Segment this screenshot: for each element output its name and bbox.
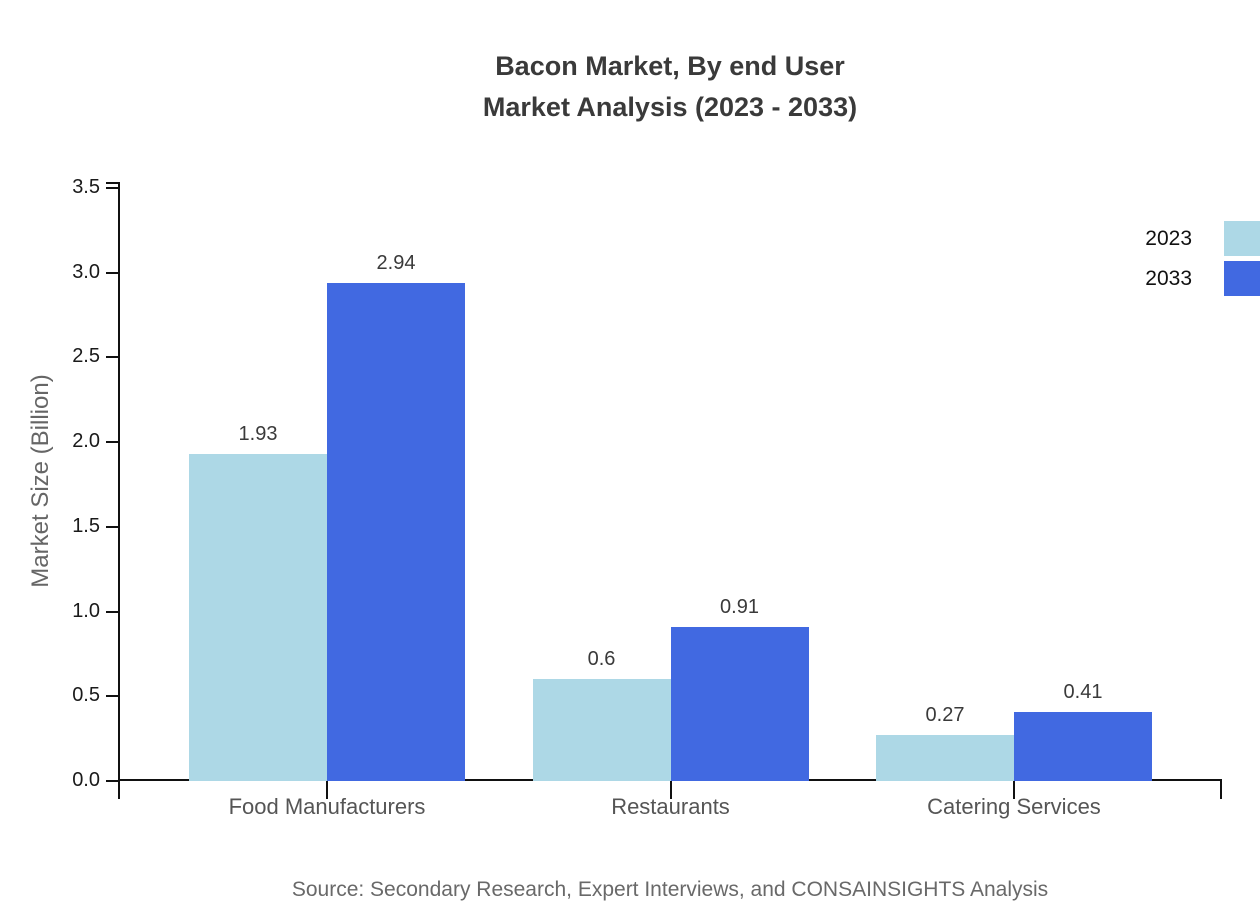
x-tick (326, 779, 328, 799)
bar-value-label: 2.94 (376, 251, 416, 274)
y-tick (106, 695, 118, 698)
source-text: Source: Secondary Research, Expert Inter… (291, 878, 1049, 901)
legend-item: 2033 (1145, 261, 1260, 296)
bar-value-label: 0.91 (720, 595, 759, 618)
legend-label: 2023 (1145, 226, 1192, 250)
y-axis-line (118, 182, 120, 781)
y-axis-label: Market Size (Billion) (27, 374, 54, 588)
bar (532, 679, 671, 781)
x-axis-edge-tick (1220, 779, 1222, 799)
y-tick-label: 1.5 (72, 514, 100, 537)
y-tick-label: 3.0 (72, 260, 100, 283)
legend-item: 2023 (1145, 221, 1260, 256)
x-tick (1013, 779, 1015, 799)
bar-value-label: 0.6 (587, 648, 616, 671)
bar (670, 626, 809, 781)
y-tick (106, 187, 118, 189)
legend-swatch (1224, 221, 1260, 256)
bar-value-label: 0.27 (925, 704, 965, 727)
y-tick-label: 0.5 (72, 684, 100, 707)
bar (327, 282, 465, 781)
y-tick (106, 780, 118, 782)
x-tick-label: Catering Services (927, 794, 1101, 819)
plot-area: 0.0 0.5 1.0 1.5 2.0 2.5 3.0 3.5 Food Manufacture… (72, 176, 1222, 819)
bar (876, 735, 1014, 781)
y-tick-label: 0.0 (72, 769, 100, 791)
y-tick-label: 1.0 (72, 599, 100, 622)
y-tick (106, 441, 118, 444)
bar-value-label: 1.93 (238, 423, 278, 445)
legend-label: 2033 (1145, 266, 1192, 290)
y-tick-label: 2.5 (72, 345, 100, 368)
y-tick (106, 271, 118, 274)
x-axis-edge-tick (118, 779, 120, 799)
y-tick (106, 356, 118, 359)
y-tick (106, 525, 118, 528)
x-tick-label: Food Manufacturers (228, 794, 426, 819)
y-axis-edge-tick (106, 182, 118, 184)
bar-value-label: 0.41 (1063, 680, 1103, 703)
y-tick-label: 2.0 (72, 430, 100, 453)
chart-title: Bacon Market, By end User Market Analysi… (482, 51, 858, 122)
legend: 2023 2033 (1145, 221, 1260, 296)
bar (189, 454, 327, 781)
bar (1014, 711, 1152, 781)
y-tick (106, 610, 118, 613)
x-tick (669, 779, 672, 799)
legend-swatch (1224, 261, 1260, 296)
y-tick-label: 3.5 (72, 176, 100, 198)
x-tick-label: Restaurants (611, 794, 730, 819)
